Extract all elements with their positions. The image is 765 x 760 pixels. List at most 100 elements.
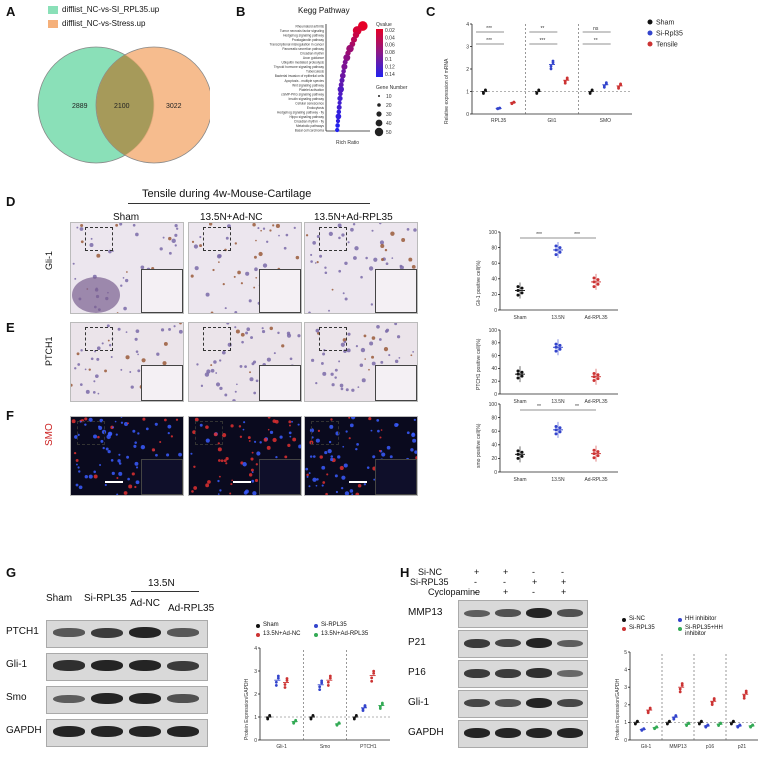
- data-point: [363, 704, 367, 707]
- h-condition-sign: -: [532, 587, 535, 597]
- blot-band: [495, 728, 521, 738]
- gene-number-tick: 30: [386, 112, 392, 118]
- blot-band: [526, 728, 552, 738]
- kegg-pathway-label: Tumor necrosis factor signaling: [280, 29, 324, 33]
- kegg-pathway-label: Bacterial invasion of epithelial cells: [275, 74, 325, 78]
- data-point: [328, 676, 332, 680]
- legend-swatch-a1: [48, 6, 58, 14]
- data-point: [484, 88, 487, 92]
- panel-letter-g: G: [6, 565, 17, 580]
- blot-band: [53, 726, 85, 737]
- y-tick-label: 80: [491, 245, 497, 251]
- charts-def: Gli-1 positive cell(%) 0 20 40 60 80 100 Sham 13…: [476, 230, 618, 483]
- h-condition-sign: +: [503, 567, 509, 577]
- legend-label: Sham: [656, 20, 674, 27]
- def-ylabel: smo positive cell(%): [476, 423, 482, 468]
- panel-letter-f: F: [6, 408, 14, 423]
- blot-band: [557, 669, 583, 677]
- blot-band: [91, 726, 123, 737]
- category-label: MMP13: [669, 744, 686, 750]
- gene-number-tick: 50: [386, 130, 392, 136]
- data-point: [744, 689, 748, 693]
- category-label: SMO: [600, 118, 612, 124]
- significance-label: **: [537, 404, 541, 410]
- data-point: [537, 88, 541, 92]
- data-point: [592, 285, 596, 289]
- kegg-dot: [336, 104, 342, 110]
- venn-overlap: [96, 55, 154, 155]
- blot-band: [464, 638, 490, 648]
- data-point: [516, 376, 520, 380]
- data-point: [592, 276, 596, 280]
- kegg-pathway-label: Apoptosis - multiple species: [284, 79, 324, 83]
- blot-band: [91, 627, 123, 638]
- kegg-pathway-label: Axon guidance: [303, 56, 324, 60]
- legend-marker: [647, 30, 653, 36]
- y-tick-label: 3: [624, 685, 627, 691]
- kegg-pathway-label: Hedgehog signaling pathway: [283, 34, 324, 38]
- data-point: [370, 679, 374, 683]
- blot-band: [526, 668, 552, 678]
- zoom-region: [85, 227, 113, 251]
- h-condition-sign: -: [503, 577, 506, 587]
- legend-label-a2: difflist_NC-vs-Stress.up: [62, 19, 146, 28]
- zoom-region: [85, 327, 113, 351]
- scale-bar: [233, 481, 251, 483]
- gene-number-tick: 40: [386, 121, 392, 127]
- def-ylabel: PTCH1 positive cell(%): [476, 338, 482, 390]
- g-legend-label: Sham: [263, 622, 279, 628]
- qvalue-tick: 0.04: [385, 35, 395, 41]
- h-blot-gapdh: [458, 720, 588, 748]
- h-condition-sign: +: [561, 577, 567, 587]
- y-tick-label: 40: [491, 443, 497, 449]
- y-tick-label: 20: [491, 456, 497, 462]
- category-label: Ad-RPL35: [584, 399, 607, 405]
- y-tick-label: 0: [494, 308, 497, 314]
- data-point: [276, 676, 280, 680]
- blot-band: [526, 608, 552, 618]
- kegg-pathway-label: Transcriptional misregulation in cancer: [270, 43, 325, 47]
- micrograph-gli1-2: [188, 222, 302, 314]
- zoom-region: [311, 421, 339, 445]
- h-row-label: P16: [408, 667, 426, 678]
- data-point: [554, 432, 558, 436]
- blot-band: [167, 694, 199, 704]
- kegg-dot: [343, 54, 351, 62]
- category-label: Gli-1: [641, 744, 652, 750]
- kegg-dot: [337, 86, 344, 93]
- data-point: [558, 426, 562, 430]
- data-point: [274, 680, 278, 684]
- data-point: [320, 681, 324, 685]
- blot-band: [526, 698, 552, 708]
- significance-label: ***: [486, 26, 492, 32]
- blot-band: [53, 694, 85, 703]
- gene-number-tick: 10: [386, 94, 392, 100]
- kegg-dot: [339, 77, 345, 83]
- kegg-pathway-label: Rheumatoid arthritis: [295, 25, 324, 29]
- kegg-pathway-label: Wnt signaling pathway: [292, 83, 324, 87]
- data-point: [648, 706, 652, 710]
- y-tick-label: 2: [254, 692, 257, 698]
- panel-letter-h: H: [400, 565, 410, 580]
- y-tick-label: 100: [489, 328, 498, 334]
- qvalue-title: Qvalue: [376, 22, 392, 28]
- zoom-inset: [375, 269, 417, 313]
- data-point: [674, 714, 678, 717]
- zoom-region: [203, 327, 231, 351]
- h-condition-sign: -: [532, 567, 535, 577]
- venn-count-left: 2889: [72, 103, 88, 110]
- data-point: [285, 677, 289, 680]
- kegg-pathway-label: Prostaglandin pathway: [292, 38, 325, 42]
- data-point: [318, 685, 322, 689]
- data-point: [372, 671, 376, 675]
- significance-label: ***: [539, 38, 545, 44]
- data-point: [592, 456, 596, 460]
- y-tick-label: 4: [466, 22, 469, 28]
- blot-band: [495, 609, 521, 618]
- zoom-inset: [259, 365, 301, 401]
- data-point: [520, 374, 524, 378]
- data-point: [516, 285, 520, 289]
- h-condition-sign: -: [474, 577, 477, 587]
- y-tick-label: 40: [491, 277, 497, 283]
- data-point: [563, 80, 567, 83]
